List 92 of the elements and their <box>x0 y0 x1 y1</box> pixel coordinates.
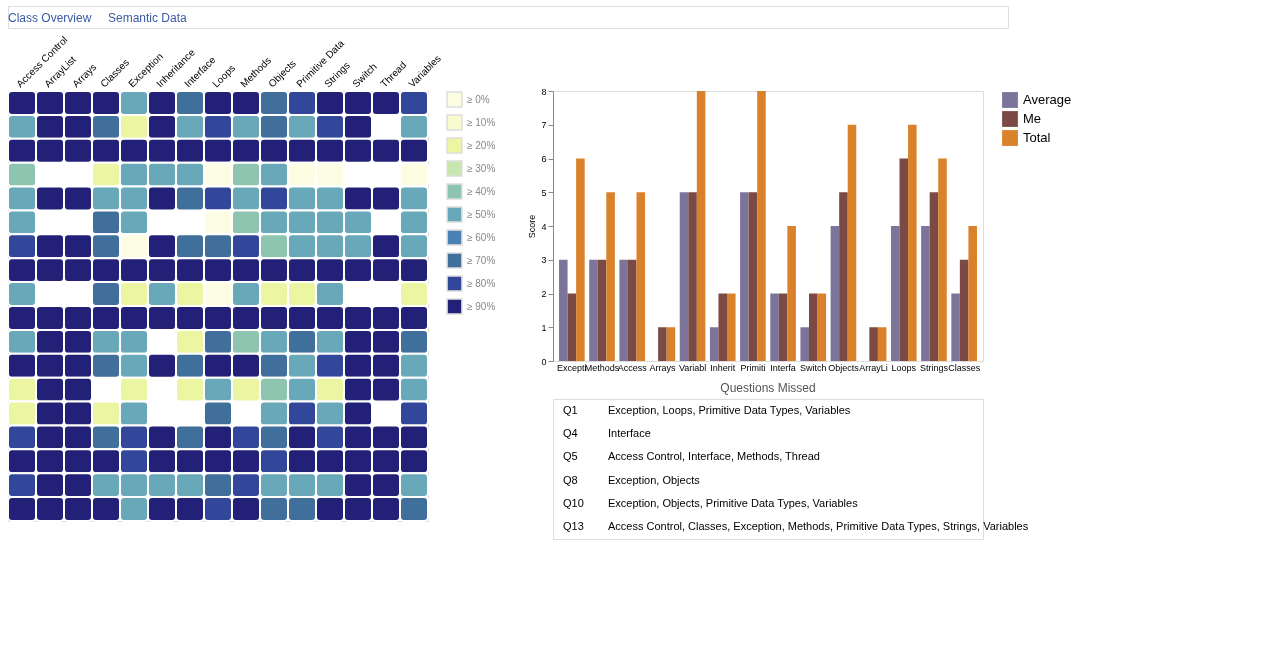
bar <box>658 327 667 361</box>
bar <box>787 226 796 361</box>
text: Access Control, Classes, Exception, Methods, Primitive Data Types, Strings, Variables <box>608 520 1029 533</box>
x-tick-label: Switch <box>800 362 827 373</box>
text: Semantic Data <box>108 11 188 25</box>
color-bar-label: ≥ 90% <box>467 300 496 312</box>
y-tick-label: 7 <box>541 120 547 131</box>
x-tick-label: ArrayLi <box>859 362 888 373</box>
bar <box>938 158 947 361</box>
bar <box>696 91 706 361</box>
text: Exception, Loops, Primitive Data Types, Variables <box>608 403 851 416</box>
text: Exception, Objects <box>608 473 701 486</box>
x-tick-label: Arrays <box>649 362 676 373</box>
x-tick-label: Loops <box>891 362 917 373</box>
bar <box>877 327 887 361</box>
color-bar-label: ≥ 60% <box>467 231 496 243</box>
bar <box>817 293 827 361</box>
bar <box>959 259 969 361</box>
bar <box>968 226 977 361</box>
color-bar-label: ≥ 10% <box>467 116 496 128</box>
bar <box>627 259 637 361</box>
text: Interface <box>608 427 651 439</box>
bar <box>709 327 719 361</box>
x-tick-label: Objects <box>828 362 860 373</box>
x-tick-label: Classes <box>948 362 981 373</box>
y-tick-label: 4 <box>541 221 547 232</box>
bar <box>740 192 749 361</box>
text: Class Overview <box>8 11 92 25</box>
bar <box>921 226 930 361</box>
bar <box>666 327 676 361</box>
bar <box>778 293 788 361</box>
bar <box>830 226 840 361</box>
bar <box>839 192 848 361</box>
x-tick-label: Variabl <box>678 362 707 373</box>
color-bar-label: ≥ 20% <box>467 139 496 151</box>
text: Access Control, Interface, Methods, Thread <box>608 450 820 463</box>
category-label: Q10 <box>563 497 584 509</box>
bar <box>619 259 628 361</box>
bar <box>718 293 728 361</box>
bar <box>847 124 857 361</box>
category-label: Q1 <box>563 403 578 416</box>
y-tick-label: 0 <box>541 356 547 367</box>
color-bar-label: ≥ 70% <box>467 254 496 266</box>
bar <box>679 192 689 361</box>
x-tick-label: Strings <box>919 362 949 373</box>
bar <box>727 293 736 361</box>
bar <box>808 293 818 361</box>
color-bar-label: ≥ 30% <box>467 162 496 174</box>
color-bar-label: ≥ 50% <box>467 208 496 220</box>
bar <box>951 293 960 361</box>
x-tick-label: Access <box>617 362 648 373</box>
color-bar-label: ≥ 0% <box>467 93 490 105</box>
x-tick-label: Interfa <box>770 362 796 373</box>
bar <box>636 192 646 361</box>
bar <box>606 192 615 361</box>
bar <box>567 293 577 361</box>
color-bar-label: ≥ 80% <box>467 277 496 289</box>
color-bar-label: ≥ 40% <box>467 185 496 197</box>
y-tick-label: 6 <box>541 154 547 164</box>
text: Exception, Objects, Primitive Data Types, Variables <box>608 497 859 509</box>
y-tick-label: 3 <box>541 255 547 266</box>
x-tick-label: Primiti <box>740 362 766 373</box>
bar <box>869 327 878 361</box>
y-tick-label: 8 <box>541 86 547 97</box>
text: Questions Missed <box>720 381 816 395</box>
bar <box>748 192 758 361</box>
y-tick-label: 5 <box>541 187 547 198</box>
bar <box>908 124 917 361</box>
bar <box>576 158 585 361</box>
y-tick-label: 2 <box>541 289 547 299</box>
bar <box>899 158 909 361</box>
legend-label: Total <box>1023 130 1051 145</box>
bar <box>589 259 598 361</box>
bar <box>757 91 766 361</box>
category-label: Q8 <box>563 473 578 486</box>
bar <box>688 192 697 361</box>
bar <box>559 259 568 361</box>
bar <box>890 226 900 361</box>
category-label: Q4 <box>563 427 578 439</box>
bar <box>800 327 809 361</box>
category-label: Q13 <box>563 520 584 533</box>
bar <box>929 192 939 361</box>
x-tick-label: Methods <box>584 362 620 373</box>
x-tick-label: Excepti <box>557 362 587 373</box>
x-tick-label: Inherit <box>710 362 736 373</box>
bar <box>770 293 779 361</box>
legend-label: Me <box>1023 111 1042 126</box>
y-tick-label: 1 <box>541 322 547 333</box>
legend-label: Average <box>1023 92 1072 107</box>
category-label: Q5 <box>563 450 578 463</box>
y-axis-title: Score <box>527 214 538 239</box>
bar <box>597 259 607 361</box>
